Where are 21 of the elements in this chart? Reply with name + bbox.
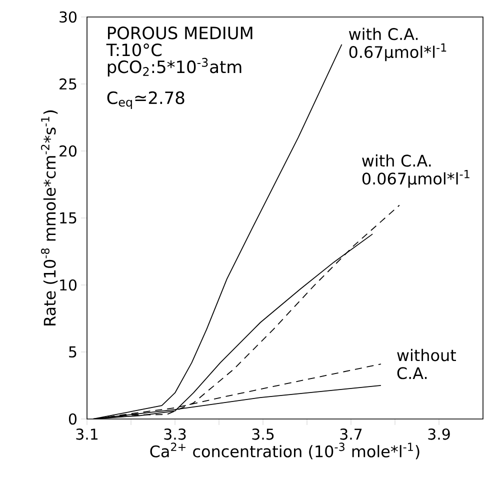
annotation: without C.A. [397, 348, 456, 380]
y-axis-title: Rate (10$^{-8}$ mmole*cm$^{-2}$*s$^{-1}$) [41, 110, 58, 326]
x-tick-label: 3.9 [428, 428, 450, 440]
y-tick-label: 20 [60, 145, 76, 157]
x-tick-label: 3.7 [340, 428, 362, 440]
y-tick-label: 10 [60, 279, 76, 291]
annotation: with C.A. 0.67μmol*l$^{-1}$ [348, 28, 446, 62]
y-tick-label: 30 [60, 11, 76, 23]
y-tick-label: 25 [60, 78, 76, 90]
x-tick-label: 3.3 [164, 428, 186, 440]
annotation: pCO$_{2}$:5*10$^{-3}$atm [108, 58, 242, 76]
x-tick-label: 3.5 [252, 428, 274, 440]
annotation: C$_{eq}$≃2.78 [107, 91, 184, 109]
annotation: T:10°C [106, 43, 162, 56]
annotation: POROUS MEDIUM [108, 26, 252, 40]
y-tick-label: 0 [68, 413, 76, 425]
annotation: with C.A. 0.067μmol*l$^{-1}$ [362, 154, 470, 188]
y-tick-label: 5 [69, 346, 76, 358]
x-axis-title: Ca$^{2+}$ concentration (10$^{-3}$ mole*l$^{-1}$) [150, 442, 420, 460]
y-tick-label: 15 [60, 212, 76, 224]
x-tick-label: 3.1 [76, 428, 98, 440]
